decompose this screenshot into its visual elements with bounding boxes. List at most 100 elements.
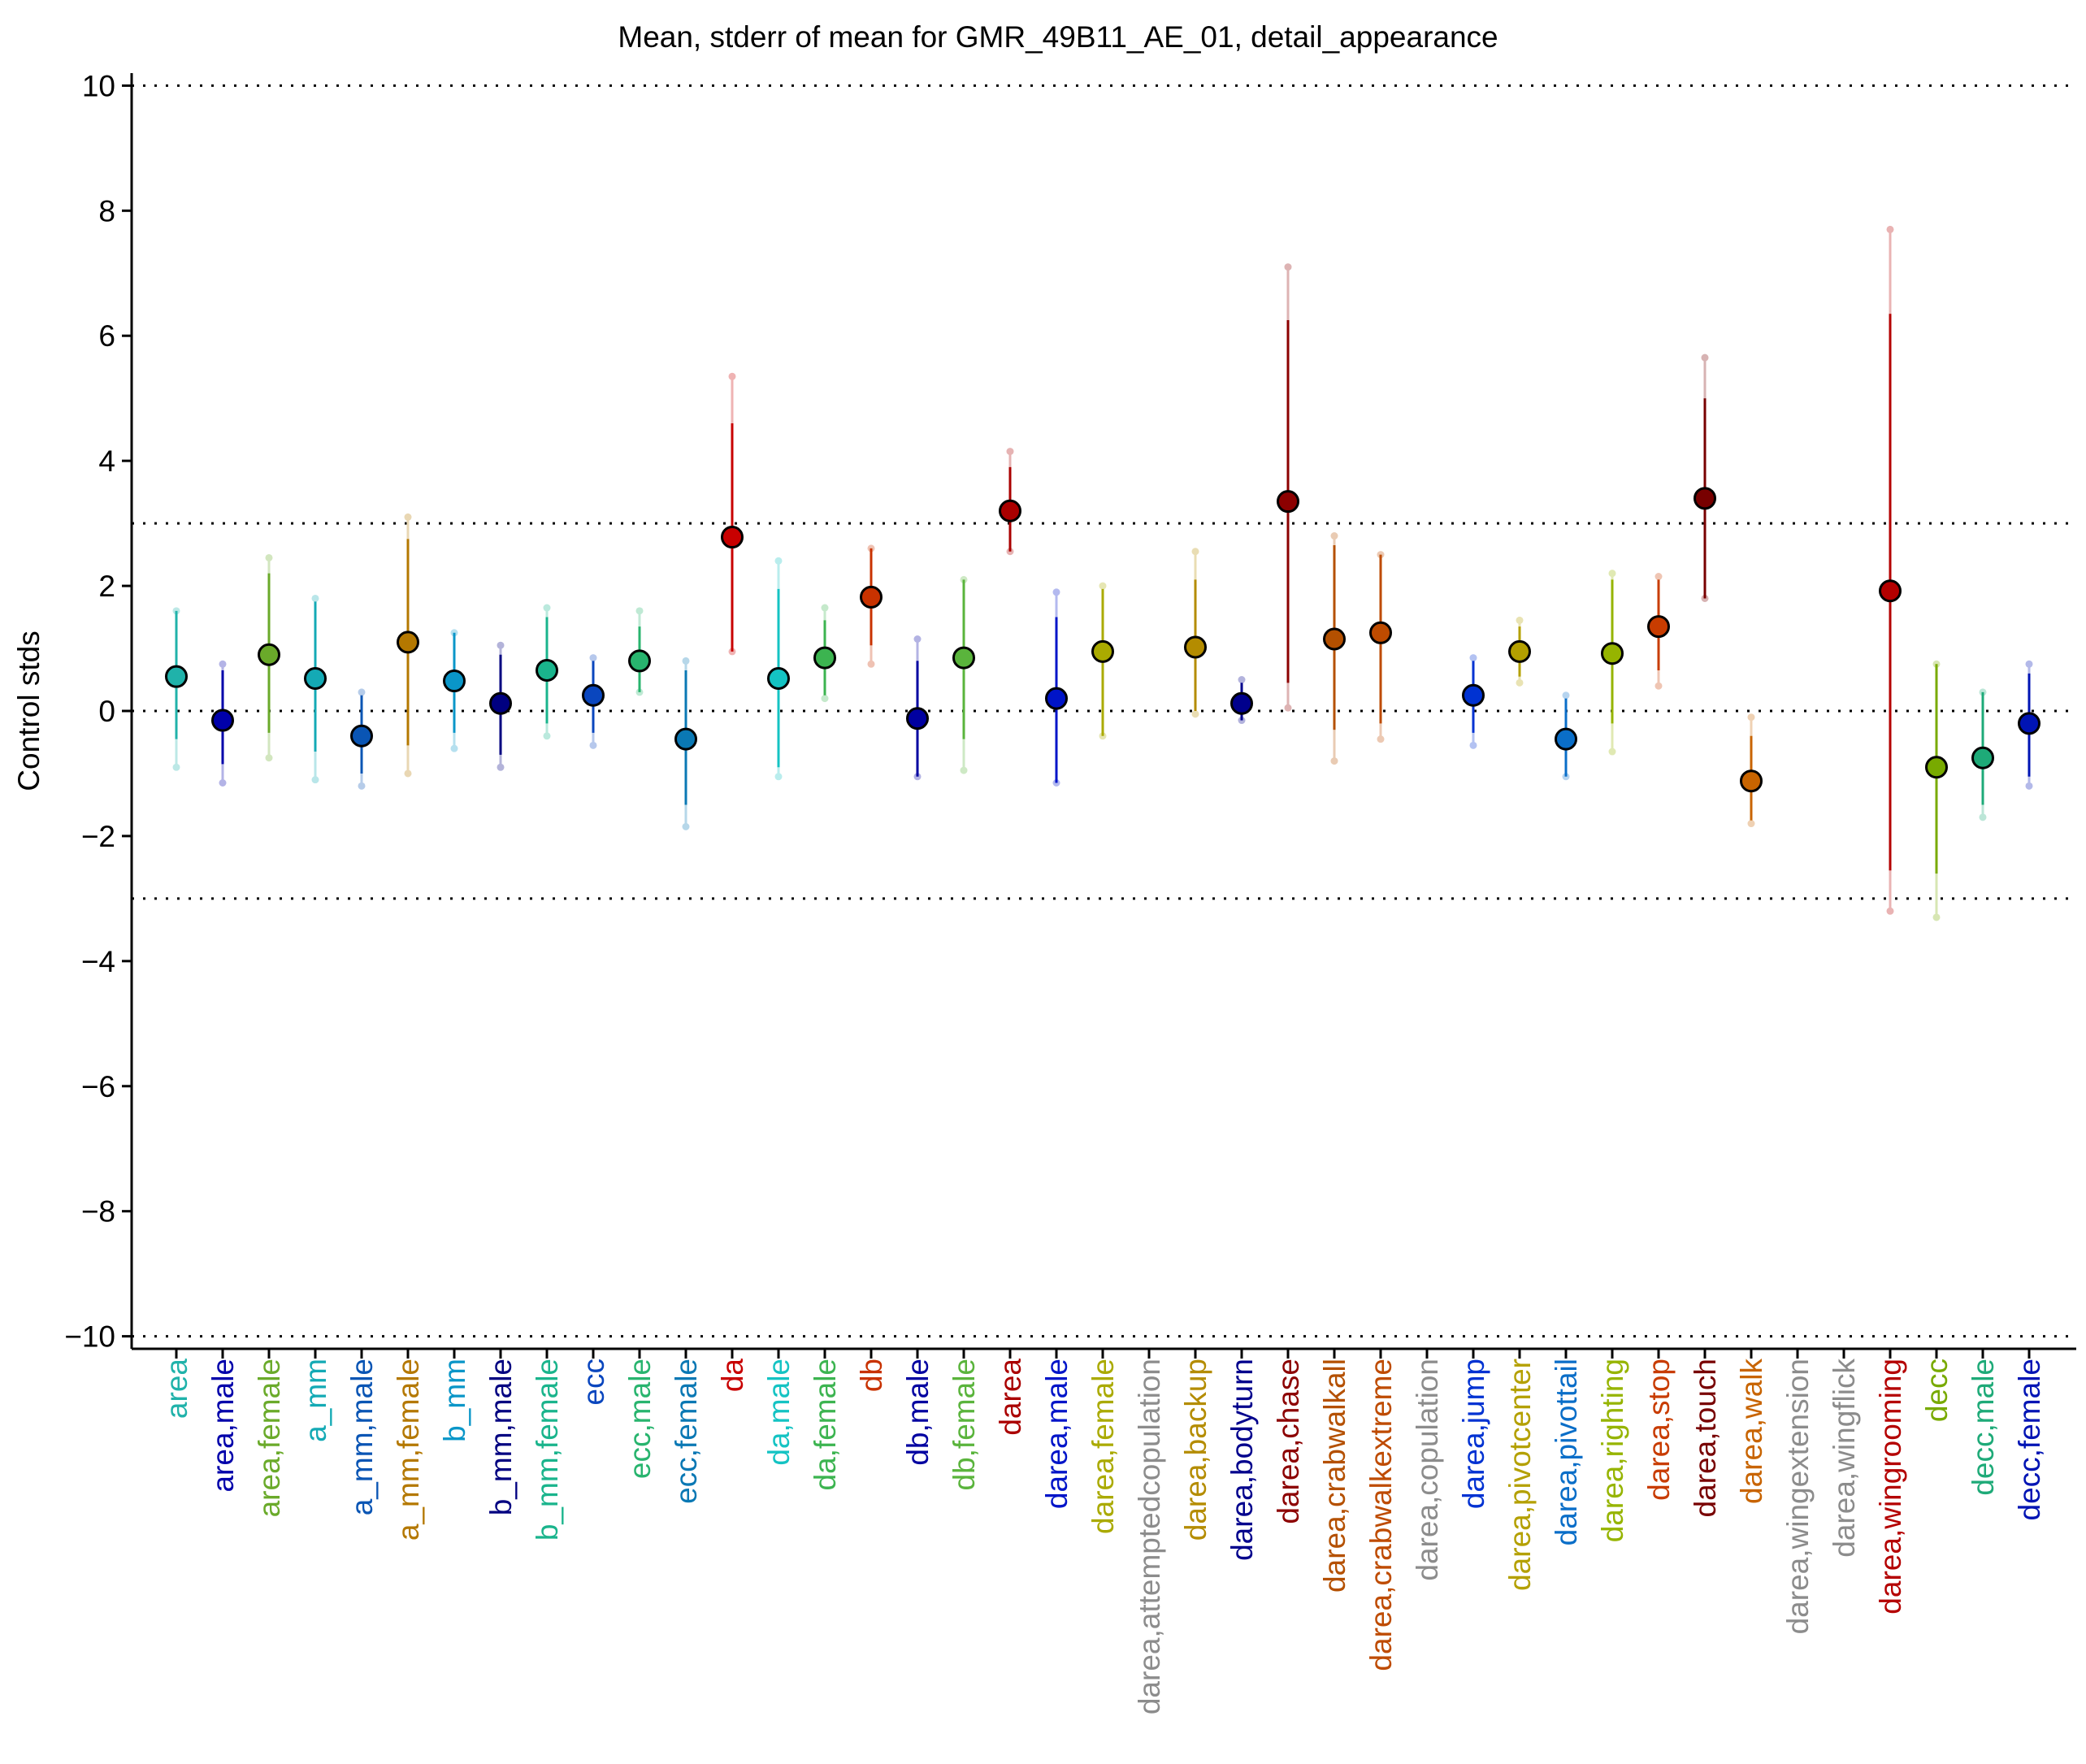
x-tick-label: ecc (577, 1359, 610, 1406)
y-axis-label: Control stds (12, 631, 46, 791)
range-cap-bottom (1654, 682, 1663, 690)
range-cap-bottom (543, 732, 551, 740)
y-ticks: 10 8 6 4 2 0 −2 −4 −6 −8 −10 (64, 69, 132, 1354)
range-cap-top (497, 641, 505, 649)
x-tick-label: decc,male (1967, 1359, 2000, 1496)
range-cap-top (358, 688, 366, 696)
x-tick-label: darea,copulation (1411, 1359, 1444, 1581)
range-cap-top (1052, 588, 1060, 596)
x-tick-label: area,male (206, 1359, 240, 1493)
x-tick-label: darea,crabwalkextreme (1364, 1359, 1398, 1671)
range-cap-top (219, 660, 227, 668)
range-cap-top (1099, 582, 1107, 590)
mean-point (1694, 487, 1716, 510)
range-cap-bottom (682, 822, 690, 830)
range-cap-top (728, 372, 736, 380)
range-cap-top (1284, 263, 1292, 271)
x-tick-label: db (855, 1359, 888, 1392)
x-tick-label: a_mm,female (392, 1359, 425, 1541)
mean-point (2018, 712, 2040, 735)
mean-point (1045, 687, 1068, 710)
x-tick-label: db,female (948, 1359, 981, 1491)
mean-point (1601, 642, 1624, 665)
range-cap-bottom (358, 782, 366, 790)
range-cap-top (404, 513, 412, 521)
x-tick-label: darea,bodyturn (1225, 1359, 1259, 1561)
range-cap-bottom (1469, 741, 1477, 749)
range-cap-bottom (1330, 757, 1338, 765)
mean-point (813, 646, 836, 670)
mean-point (1971, 746, 1994, 769)
mean-point (443, 670, 466, 693)
range-cap-top (2025, 660, 2033, 668)
range-cap-top (913, 635, 922, 643)
y-tick-label: −4 (81, 945, 115, 978)
range-cap-bottom (450, 744, 458, 752)
x-tick-label: darea,jump (1457, 1359, 1490, 1509)
range-cap-top (1747, 713, 1755, 722)
range-cap-bottom (497, 763, 505, 771)
y-tick-label: 0 (98, 695, 115, 728)
mean-point (1369, 621, 1392, 644)
x-tick-label: darea,righting (1596, 1359, 1629, 1542)
range-cap-top (543, 604, 551, 612)
range-cap-top (682, 657, 690, 665)
mean-point (1277, 490, 1299, 514)
mean-point (999, 499, 1021, 522)
range-cap-bottom (1608, 748, 1616, 756)
range-cap-bottom (1191, 710, 1199, 718)
mean-point (1091, 639, 1114, 663)
range-cap-top (1516, 616, 1524, 624)
range-cap-bottom (265, 754, 273, 762)
mean-point (1462, 683, 1485, 707)
y-tick-label: 4 (98, 444, 115, 478)
x-tick-label: darea,wingflick (1828, 1359, 1861, 1558)
range-cap-top (1006, 448, 1014, 456)
range-cap-bottom (219, 779, 227, 787)
range-cap-bottom (960, 766, 968, 774)
x-tick-label: darea,pivottail (1550, 1359, 1583, 1545)
mean-point (767, 666, 790, 690)
range-cap-top (265, 553, 273, 561)
error-bars (172, 225, 2033, 921)
y-tick-label: −10 (64, 1320, 115, 1354)
mean-point (1230, 691, 1253, 715)
x-tick-label: darea,backup (1179, 1359, 1212, 1541)
chart-title: Mean, stderr of mean for GMR_49B11_AE_01… (618, 20, 1498, 54)
x-tick-label: darea,female (1086, 1359, 1120, 1534)
y-tick-label: −2 (81, 820, 115, 853)
range-cap-bottom (821, 695, 829, 703)
mean-point (721, 526, 744, 549)
mean-point (1184, 635, 1207, 659)
range-cap-bottom (1979, 813, 1987, 821)
mean-point (304, 666, 327, 690)
y-tick-label: −8 (81, 1195, 115, 1229)
range-cap-bottom (1377, 735, 1385, 743)
range-cap-top (635, 607, 644, 615)
range-cap-top (1701, 353, 1709, 362)
x-tick-label: area,female (253, 1359, 286, 1517)
x-tick-label: darea,chase (1272, 1359, 1305, 1524)
y-tick-label: 2 (98, 570, 115, 603)
x-tick-label: b_mm,male (484, 1359, 518, 1515)
mean-point (1647, 615, 1670, 639)
x-tick-label: darea,stop (1642, 1359, 1676, 1501)
x-tick-label: decc (1920, 1359, 1954, 1422)
range-cap-top (1469, 654, 1477, 662)
mean-point (952, 646, 975, 670)
x-tick-label: darea,wingrooming (1874, 1359, 1907, 1614)
range-cap-bottom (404, 769, 412, 778)
range-cap-bottom (1747, 820, 1755, 828)
mean-point (906, 707, 929, 730)
range-cap-top (1330, 532, 1338, 540)
x-tick-label: darea,touch (1689, 1359, 1722, 1517)
y-tick-label: 8 (98, 194, 115, 228)
mean-point (350, 724, 373, 748)
range-cap-bottom (774, 773, 783, 781)
range-cap-bottom (589, 741, 597, 749)
range-cap-top (1191, 548, 1199, 556)
range-cap-top (1608, 570, 1616, 578)
range-cap-top (1562, 691, 1570, 700)
x-tick-label: darea,crabwalkall (1318, 1359, 1351, 1593)
y-tick-label: 6 (98, 319, 115, 353)
